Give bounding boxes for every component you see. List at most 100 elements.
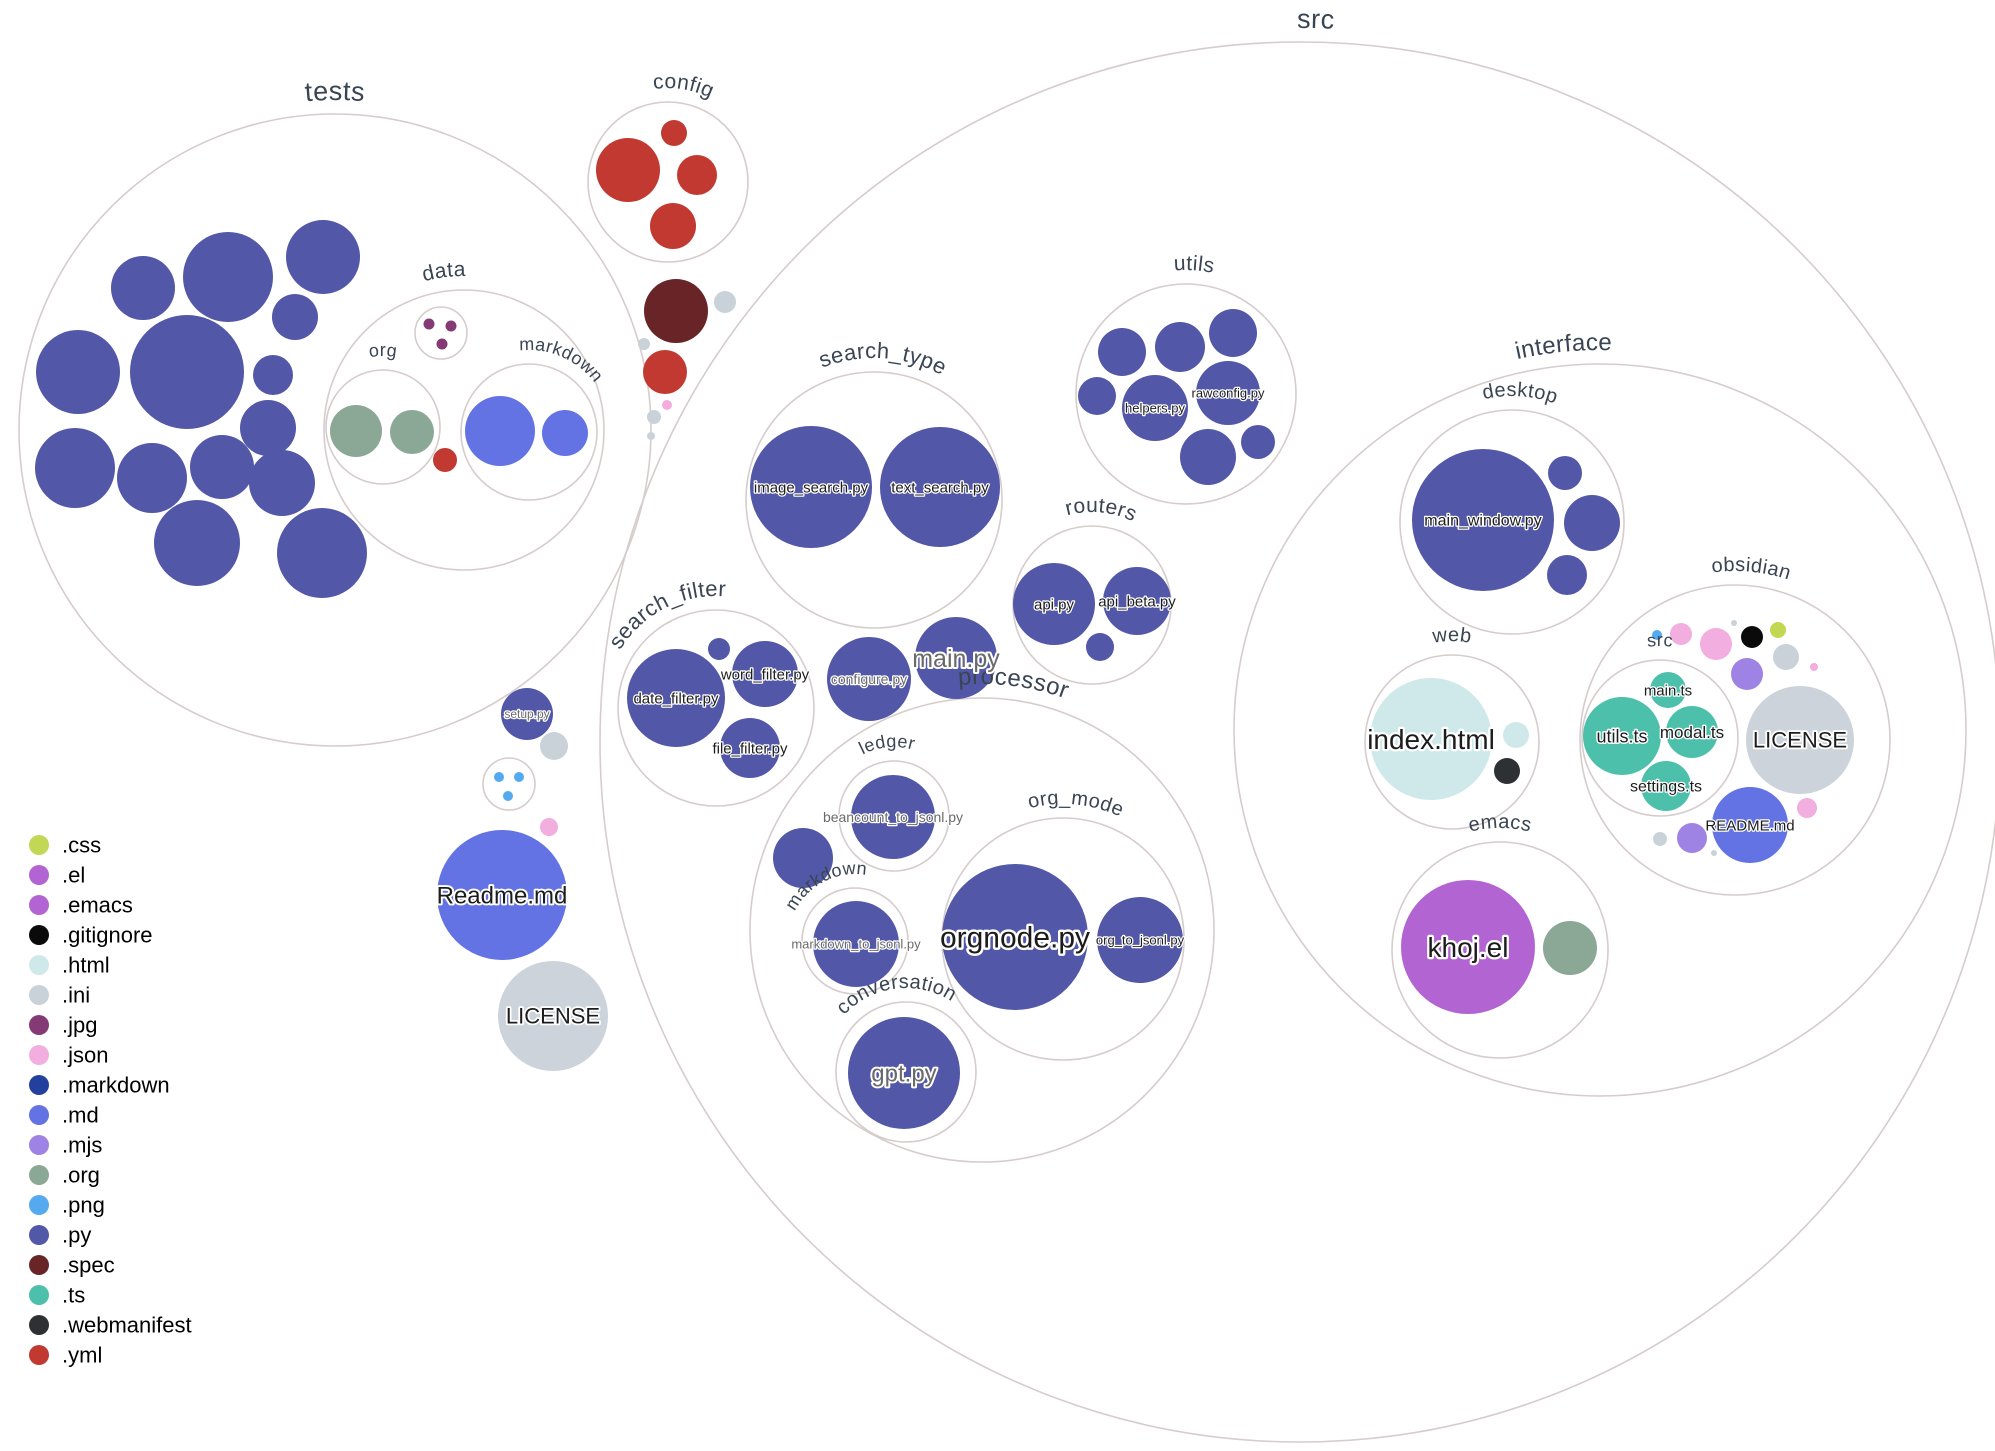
file-circle-obsidian-css[interactable] bbox=[1770, 622, 1786, 638]
folder-circle-web[interactable] bbox=[1364, 654, 1540, 830]
file-circle-desktop-py-2[interactable] bbox=[1548, 456, 1582, 490]
file-circle-modal-ts[interactable] bbox=[1666, 706, 1718, 758]
file-circle-api-beta-py[interactable] bbox=[1103, 567, 1171, 635]
file-circle-png-2[interactable] bbox=[514, 772, 524, 782]
folder-circle-markdown-proc[interactable] bbox=[801, 887, 909, 995]
folder-circle-obsidian[interactable] bbox=[1579, 584, 1891, 896]
file-circle-settings-ts[interactable] bbox=[1641, 761, 1691, 811]
file-circle-md-file-1[interactable] bbox=[465, 396, 535, 466]
folder-circle-markdown-data[interactable] bbox=[460, 363, 598, 501]
file-circle-text-search-py[interactable] bbox=[880, 427, 1000, 547]
file-circle-obsidian-gitignore[interactable] bbox=[1741, 626, 1763, 648]
file-circle-utils-py-1[interactable] bbox=[1098, 328, 1146, 376]
folder-circle-org[interactable] bbox=[325, 369, 441, 485]
file-circle-tests-py-9[interactable] bbox=[35, 428, 115, 508]
file-circle-utils-py-7[interactable] bbox=[1180, 429, 1236, 485]
folder-circle-conversation[interactable] bbox=[835, 1001, 977, 1143]
file-circle-tests-py-2[interactable] bbox=[183, 232, 273, 322]
file-circle-obsidian-json-2[interactable] bbox=[1700, 628, 1732, 660]
file-circle-root-ini-4[interactable] bbox=[647, 432, 655, 440]
file-circle-png-3[interactable] bbox=[503, 791, 513, 801]
file-circle-orgnode-py[interactable] bbox=[942, 864, 1088, 1010]
folder-circle-data[interactable] bbox=[323, 289, 605, 571]
file-circle-index-html[interactable] bbox=[1370, 678, 1492, 800]
file-circle-jpg-1[interactable] bbox=[423, 318, 435, 330]
folder-circle-search_filter[interactable] bbox=[617, 609, 815, 807]
file-circle-utils-py-8[interactable] bbox=[1241, 425, 1275, 459]
file-circle-main-ts[interactable] bbox=[1650, 672, 1686, 708]
file-circle-khoj-el[interactable] bbox=[1401, 880, 1535, 1014]
folder-circle-search_type[interactable] bbox=[745, 371, 1003, 629]
file-circle-main-window-py[interactable] bbox=[1412, 449, 1554, 591]
file-circle-root-ini-2[interactable] bbox=[638, 338, 650, 350]
file-circle-tests-py-10[interactable] bbox=[117, 443, 187, 513]
file-circle-helpers-py[interactable] bbox=[1122, 375, 1188, 441]
file-circle-root-yml[interactable] bbox=[643, 350, 687, 394]
file-circle-beancount-to-jsonl-py[interactable] bbox=[851, 775, 935, 859]
file-circle-image-search-py[interactable] bbox=[750, 426, 872, 548]
file-circle-org-file-1[interactable] bbox=[330, 405, 382, 457]
folder-circle-src-obsidian[interactable] bbox=[1581, 659, 1739, 817]
file-circle-rawconfig-py[interactable] bbox=[1196, 361, 1260, 425]
file-circle-tests-py-1[interactable] bbox=[111, 256, 175, 320]
file-circle-file-filter-py[interactable] bbox=[720, 718, 780, 778]
file-circle-readme-obsidian[interactable] bbox=[1712, 787, 1788, 863]
file-circle-root-ini-1[interactable] bbox=[714, 291, 736, 313]
file-circle-tests-py-6[interactable] bbox=[130, 315, 244, 429]
file-circle-license-obsidian[interactable] bbox=[1746, 686, 1854, 794]
folder-circle-emacs[interactable] bbox=[1391, 841, 1609, 1059]
file-circle-jpg-2[interactable] bbox=[445, 320, 457, 332]
file-circle-config-yml-2[interactable] bbox=[661, 120, 687, 146]
file-circle-utils-ts[interactable] bbox=[1583, 697, 1661, 775]
file-circle-obsidian-ini-2[interactable] bbox=[1773, 644, 1799, 670]
file-circle-obsidian-ini-1[interactable] bbox=[1731, 620, 1737, 626]
folder-circle-tests[interactable] bbox=[18, 113, 652, 747]
folder-circle-interface[interactable] bbox=[1233, 363, 1967, 1097]
file-circle-tests-py-7[interactable] bbox=[253, 355, 293, 395]
file-circle-webmanifest[interactable] bbox=[1494, 758, 1520, 784]
file-circle-main-py[interactable] bbox=[915, 617, 997, 699]
file-circle-emacs-org[interactable] bbox=[1543, 921, 1597, 975]
file-circle-word-filter-py[interactable] bbox=[732, 641, 798, 707]
file-circle-png-1[interactable] bbox=[494, 772, 504, 782]
file-circle-tests-py-12[interactable] bbox=[249, 450, 315, 516]
file-circle-root-ini-3[interactable] bbox=[647, 410, 661, 424]
file-circle-api-py[interactable] bbox=[1013, 563, 1095, 645]
folder-circle-org_mode[interactable] bbox=[941, 817, 1185, 1061]
file-circle-obsidian-json-3[interactable] bbox=[1810, 663, 1818, 671]
folder-circle-utils[interactable] bbox=[1075, 283, 1297, 505]
file-circle-root-json-2[interactable] bbox=[540, 818, 558, 836]
file-circle-org-file-2[interactable] bbox=[390, 410, 434, 454]
file-circle-obsidian-json-4[interactable] bbox=[1797, 798, 1817, 818]
file-circle-tests-py-4[interactable] bbox=[272, 294, 318, 340]
file-circle-data-yml[interactable] bbox=[433, 448, 457, 472]
file-circle-config-yml-1[interactable] bbox=[596, 138, 660, 202]
folder-circle-desktop[interactable] bbox=[1399, 409, 1625, 635]
file-circle-utils-py-3[interactable] bbox=[1209, 309, 1257, 357]
file-circle-obsidian-ini-3[interactable] bbox=[1653, 832, 1667, 846]
folder-circle-processor[interactable] bbox=[749, 697, 1215, 1163]
file-circle-license-root[interactable] bbox=[498, 961, 608, 1071]
folder-circle-routers[interactable] bbox=[1012, 525, 1172, 685]
file-circle-utils-py-2[interactable] bbox=[1155, 322, 1205, 372]
file-circle-search-filter-py-small[interactable] bbox=[708, 638, 730, 660]
folder-circle-png-folder[interactable] bbox=[482, 757, 536, 811]
file-circle-jpg-3[interactable] bbox=[436, 338, 448, 350]
file-circle-obsidian-png[interactable] bbox=[1652, 630, 1662, 640]
file-circle-tests-py-14[interactable] bbox=[277, 508, 367, 598]
file-circle-web-html-2[interactable] bbox=[1503, 722, 1529, 748]
file-circle-utils-py-4[interactable] bbox=[1078, 377, 1116, 415]
file-circle-obsidian-mjs-2[interactable] bbox=[1677, 823, 1707, 853]
folder-circle-src[interactable] bbox=[599, 41, 1995, 1443]
file-circle-configure-py[interactable] bbox=[827, 637, 911, 721]
file-circle-tests-py-3[interactable] bbox=[286, 220, 360, 294]
folder-circle-ledger[interactable] bbox=[838, 760, 950, 872]
file-circle-desktop-py-4[interactable] bbox=[1547, 555, 1587, 595]
file-circle-config-yml-3[interactable] bbox=[677, 155, 717, 195]
file-circle-markdown-to-jsonl-py[interactable] bbox=[813, 901, 899, 987]
file-circle-readme-md[interactable] bbox=[437, 830, 567, 960]
folder-circle-config[interactable] bbox=[587, 101, 749, 263]
file-circle-obsidian-json-1[interactable] bbox=[1670, 623, 1692, 645]
file-circle-root-json-1[interactable] bbox=[662, 400, 672, 410]
file-circle-routers-py-small[interactable] bbox=[1086, 633, 1114, 661]
